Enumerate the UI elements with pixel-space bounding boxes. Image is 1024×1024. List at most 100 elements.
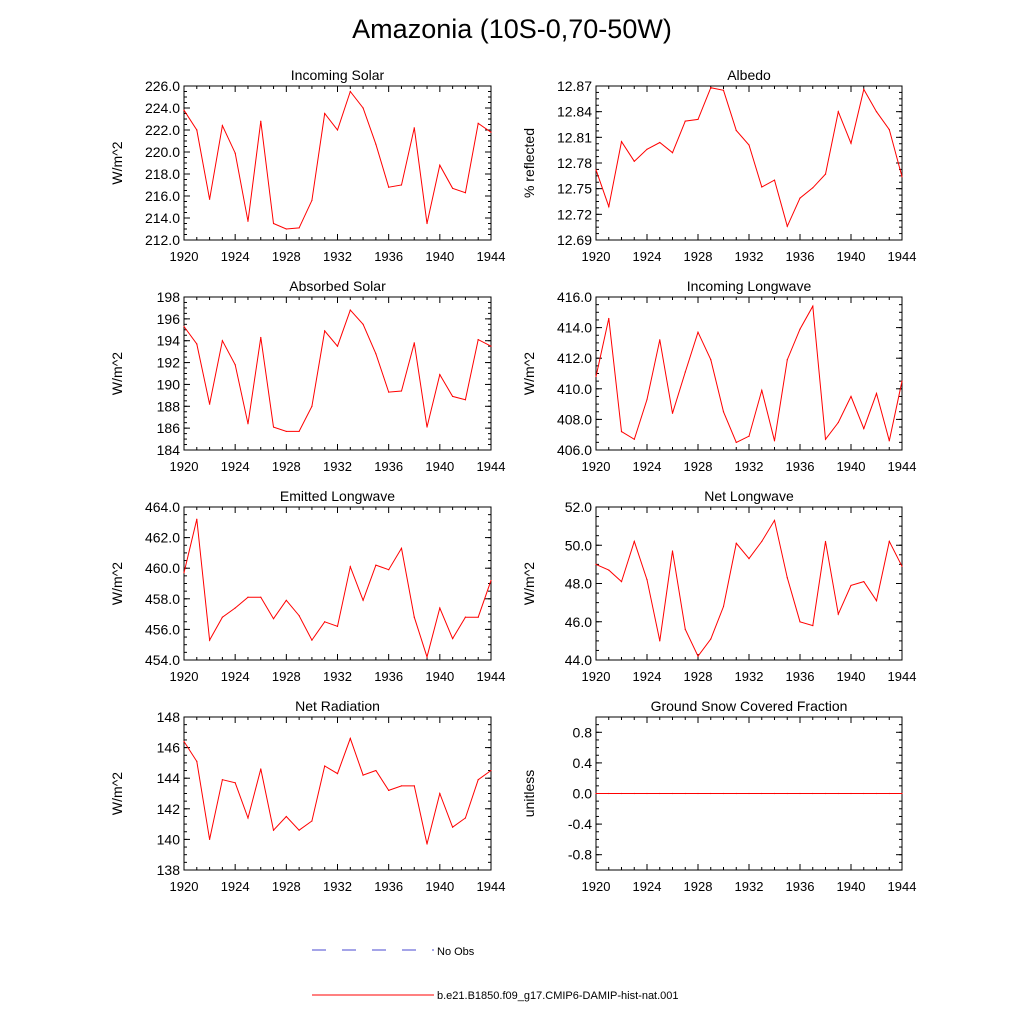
data-point (735, 792, 737, 795)
x-tick-label: 1936 (786, 459, 815, 474)
y-tick-label: 0.4 (573, 755, 593, 771)
data-point (285, 815, 287, 818)
y-tick-label: 138 (157, 862, 181, 878)
data-point (464, 399, 467, 401)
data-point (684, 628, 686, 631)
data-point (452, 637, 454, 640)
data-point (761, 540, 763, 543)
x-tick-label: 1920 (582, 669, 611, 684)
plot-frame (183, 296, 492, 451)
data-point (850, 792, 852, 795)
y-tick-label: 148 (157, 709, 181, 725)
data-point (697, 331, 699, 333)
data-point (324, 330, 326, 332)
y-tick-label: 12.72 (557, 206, 592, 222)
data-point (477, 779, 479, 781)
x-tick-label: 1936 (786, 879, 815, 894)
data-point (426, 426, 428, 428)
data-point (595, 792, 597, 795)
data-point (439, 164, 441, 166)
data-point (426, 222, 428, 225)
data-point (773, 440, 776, 442)
data-point (247, 220, 249, 222)
x-tick-label: 1944 (477, 669, 506, 684)
x-tick-label: 1932 (323, 879, 352, 894)
data-point (247, 423, 249, 425)
data-point (439, 792, 441, 795)
data-point (336, 773, 339, 775)
data-point (196, 129, 198, 131)
y-axis-label: W/m^2 (521, 562, 537, 605)
data-point (298, 615, 300, 617)
x-tick-label: 1940 (837, 669, 866, 684)
x-tick-label: 1940 (837, 459, 866, 474)
data-point (875, 111, 878, 113)
data-point (208, 403, 211, 405)
data-point (234, 152, 236, 154)
data-point (888, 540, 890, 543)
data-point (490, 345, 492, 347)
data-point (388, 569, 390, 571)
x-tick-label: 1944 (888, 249, 917, 264)
data-point (336, 625, 339, 627)
data-point (221, 616, 223, 618)
data-point (722, 411, 725, 413)
data-point (671, 152, 674, 154)
data-point (735, 441, 737, 443)
data-point (311, 639, 313, 641)
y-axis-label: W/m^2 (521, 352, 537, 395)
data-point (464, 192, 467, 194)
data-point (183, 325, 185, 328)
data-point (633, 160, 635, 162)
data-point (633, 438, 635, 440)
data-point (646, 579, 648, 581)
x-tick-label: 1932 (735, 669, 764, 684)
data-point (671, 412, 674, 414)
data-point (400, 547, 403, 549)
x-tick-label: 1924 (633, 459, 662, 474)
x-tick-label: 1944 (477, 249, 506, 264)
chart-panel-1: Incoming Solar W/m^2 1920 1924 1928 1932 1936 1… (109, 67, 505, 264)
panel-title: Absorbed Solar (289, 278, 386, 294)
data-point (452, 826, 454, 828)
x-tick-label: 1936 (374, 459, 403, 474)
data-point (799, 328, 801, 330)
plot-frame (183, 716, 492, 871)
data-point (824, 173, 827, 175)
data-point (595, 563, 597, 565)
data-point (901, 380, 903, 382)
y-tick-label: 188 (157, 398, 181, 414)
x-tick-label: 1940 (425, 879, 454, 894)
series-line (183, 309, 492, 432)
data-point (260, 120, 262, 122)
x-tick-label: 1928 (684, 669, 713, 684)
y-tick-label: 0.8 (573, 724, 593, 740)
data-point (761, 186, 763, 188)
y-tick-label: 194 (157, 333, 181, 349)
y-tick-label: 416.0 (557, 289, 592, 305)
data-point (812, 624, 814, 627)
x-tick-label: 1920 (170, 879, 199, 894)
data-point (464, 817, 467, 819)
data-point (413, 785, 415, 787)
data-point (336, 129, 339, 131)
data-point (311, 405, 313, 407)
y-tick-label: 464.0 (145, 499, 180, 515)
data-point (659, 339, 661, 341)
data-point (620, 580, 623, 583)
data-point (824, 438, 827, 440)
data-point (722, 89, 725, 91)
data-point (221, 340, 223, 342)
data-point (362, 774, 364, 776)
y-tick-label: 184 (157, 442, 181, 458)
data-point (298, 430, 300, 433)
data-point (875, 392, 878, 394)
y-tick-label: 12.81 (557, 129, 592, 145)
y-axis-label: % reflected (521, 128, 537, 198)
y-tick-label: 50.0 (565, 537, 592, 553)
data-point (490, 131, 492, 133)
y-tick-label: 186 (157, 420, 181, 436)
data-point (773, 792, 776, 795)
data-point (684, 371, 686, 373)
